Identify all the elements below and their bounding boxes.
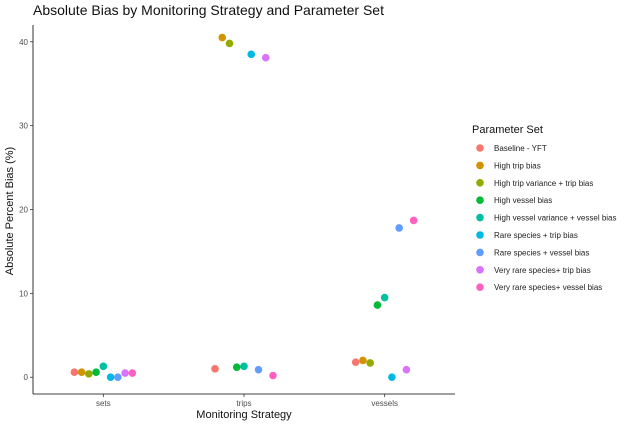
legend-label: Very rare species+ trip bias: [494, 266, 591, 275]
x-tick-label: sets: [96, 399, 111, 408]
data-point: [269, 371, 277, 380]
legend-label: High trip bias: [494, 161, 541, 170]
data-point: [402, 365, 411, 374]
legend-key: [476, 213, 484, 222]
y-tick-label: 20: [19, 206, 28, 215]
legend-label: Very rare species+ vessel bias: [494, 283, 602, 292]
legend: Baseline - YFT High trip bias High trip va…: [476, 144, 617, 292]
data-point: [380, 293, 389, 302]
legend-label: High vessel bias: [494, 196, 552, 205]
data-point: [92, 368, 100, 376]
data-point: [114, 373, 122, 382]
legend-key: [476, 283, 484, 292]
y-tick-label: 40: [19, 38, 28, 47]
legend-title: Parameter Set: [472, 124, 543, 136]
data-point: [225, 39, 234, 48]
x-tick-label: vessels: [371, 399, 398, 408]
data-point: [106, 373, 115, 382]
y-tick-label: 10: [19, 289, 28, 298]
legend-key: [476, 266, 484, 274]
data-point: [99, 362, 108, 371]
data-point: [351, 358, 360, 366]
legend-label: Baseline - YFT: [494, 144, 547, 153]
legend-key: [476, 248, 484, 257]
legend-label: Rare species + vessel bias: [494, 248, 589, 257]
data-point: [366, 359, 374, 367]
data-point: [373, 301, 382, 309]
legend-label: High trip variance + trip bias: [494, 179, 593, 188]
data-point: [409, 216, 418, 225]
data-point: [254, 365, 263, 374]
data-point: [211, 365, 219, 373]
legend-key: [476, 196, 484, 204]
x-axis-title: Monitoring Strategy: [196, 409, 292, 421]
legend-key: [476, 231, 484, 239]
y-tick-label: 30: [19, 122, 28, 131]
data-point: [388, 373, 396, 382]
legend-label: High vessel variance + vessel bias: [494, 214, 617, 223]
data-point: [261, 53, 270, 62]
data-point: [359, 356, 367, 365]
data-point: [85, 370, 93, 378]
x-tick-label: trips: [236, 399, 251, 408]
legend-key: [476, 179, 484, 187]
legend-label: Rare species + trip bias: [494, 231, 578, 240]
y-tick-label: 0: [24, 373, 29, 382]
chart-title: Absolute Bias by Monitoring Strategy and…: [33, 2, 384, 18]
data-point: [240, 362, 248, 371]
data-point: [128, 369, 137, 377]
data-point: [218, 33, 227, 42]
data-point: [395, 224, 403, 232]
plot-area: 0 10 20 30 40 sets trips vessels: [19, 25, 455, 408]
legend-key: [476, 144, 484, 152]
data-point: [77, 368, 86, 376]
legend-key: [476, 161, 484, 170]
data-point: [70, 368, 79, 376]
y-axis-title: Absolute Percent Bias (%): [4, 147, 16, 275]
data-point: [247, 50, 256, 59]
data-point: [232, 363, 241, 371]
data-point: [121, 369, 129, 377]
